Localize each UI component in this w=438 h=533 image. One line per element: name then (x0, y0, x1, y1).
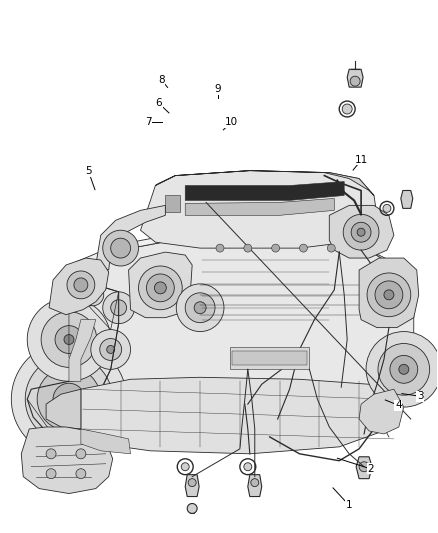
Circle shape (181, 463, 189, 471)
Text: 4: 4 (395, 400, 402, 410)
Circle shape (91, 329, 131, 369)
Circle shape (46, 469, 56, 479)
Polygon shape (232, 351, 307, 365)
Circle shape (327, 244, 335, 252)
Text: 3: 3 (417, 391, 424, 401)
Circle shape (76, 449, 86, 459)
Circle shape (76, 469, 86, 479)
Circle shape (300, 244, 307, 252)
Polygon shape (69, 320, 96, 381)
Polygon shape (46, 270, 81, 419)
Circle shape (343, 214, 379, 250)
Polygon shape (401, 190, 413, 208)
Polygon shape (81, 377, 399, 454)
Circle shape (25, 356, 113, 443)
Text: 8: 8 (158, 75, 165, 85)
Circle shape (67, 271, 95, 299)
Circle shape (103, 292, 134, 324)
Circle shape (272, 244, 279, 252)
Polygon shape (129, 252, 192, 318)
Circle shape (46, 449, 56, 459)
Text: 10: 10 (225, 117, 238, 127)
Circle shape (146, 274, 174, 302)
Circle shape (390, 356, 418, 383)
Polygon shape (46, 235, 414, 439)
Circle shape (383, 204, 391, 212)
Polygon shape (155, 171, 374, 196)
Circle shape (187, 504, 197, 513)
Circle shape (357, 228, 365, 236)
Circle shape (384, 290, 394, 300)
Text: 7: 7 (145, 117, 152, 127)
Circle shape (378, 343, 430, 395)
Circle shape (216, 244, 224, 252)
Circle shape (188, 479, 196, 487)
Circle shape (366, 332, 438, 407)
Text: 1: 1 (346, 500, 352, 510)
Circle shape (350, 76, 360, 86)
Circle shape (359, 462, 369, 472)
Polygon shape (21, 427, 113, 494)
Circle shape (399, 365, 409, 374)
Circle shape (251, 479, 259, 487)
Circle shape (111, 238, 131, 258)
Circle shape (138, 266, 182, 310)
Circle shape (185, 293, 215, 322)
Circle shape (41, 312, 97, 367)
Circle shape (88, 290, 98, 300)
Circle shape (194, 302, 206, 314)
Text: 11: 11 (355, 155, 368, 165)
Polygon shape (230, 348, 309, 369)
Circle shape (64, 335, 74, 344)
Circle shape (27, 298, 111, 381)
Circle shape (103, 230, 138, 266)
Polygon shape (359, 258, 419, 328)
Circle shape (244, 244, 252, 252)
Polygon shape (359, 389, 404, 434)
Circle shape (351, 222, 371, 242)
Circle shape (74, 278, 88, 292)
Polygon shape (165, 196, 180, 212)
Text: 5: 5 (85, 166, 92, 176)
Circle shape (176, 284, 224, 332)
Circle shape (111, 300, 127, 316)
Polygon shape (76, 230, 399, 270)
Text: 2: 2 (367, 464, 374, 474)
Circle shape (375, 281, 403, 309)
Polygon shape (141, 171, 379, 248)
Circle shape (53, 383, 85, 415)
Circle shape (63, 393, 75, 405)
Polygon shape (185, 182, 344, 200)
Polygon shape (347, 69, 363, 87)
Polygon shape (356, 457, 372, 479)
Circle shape (11, 342, 127, 457)
Text: 9: 9 (215, 84, 222, 94)
Circle shape (107, 345, 115, 353)
Polygon shape (49, 258, 109, 314)
Polygon shape (96, 205, 165, 270)
Circle shape (100, 338, 122, 360)
Circle shape (37, 367, 101, 431)
Polygon shape (81, 429, 131, 454)
Text: 6: 6 (155, 99, 162, 108)
Polygon shape (329, 205, 394, 258)
Polygon shape (248, 475, 262, 497)
Polygon shape (46, 389, 81, 429)
Circle shape (82, 284, 104, 306)
Polygon shape (185, 475, 199, 497)
Polygon shape (185, 198, 334, 215)
Circle shape (155, 282, 166, 294)
Circle shape (244, 463, 252, 471)
Circle shape (367, 273, 411, 317)
Circle shape (55, 326, 83, 353)
Circle shape (342, 104, 352, 114)
